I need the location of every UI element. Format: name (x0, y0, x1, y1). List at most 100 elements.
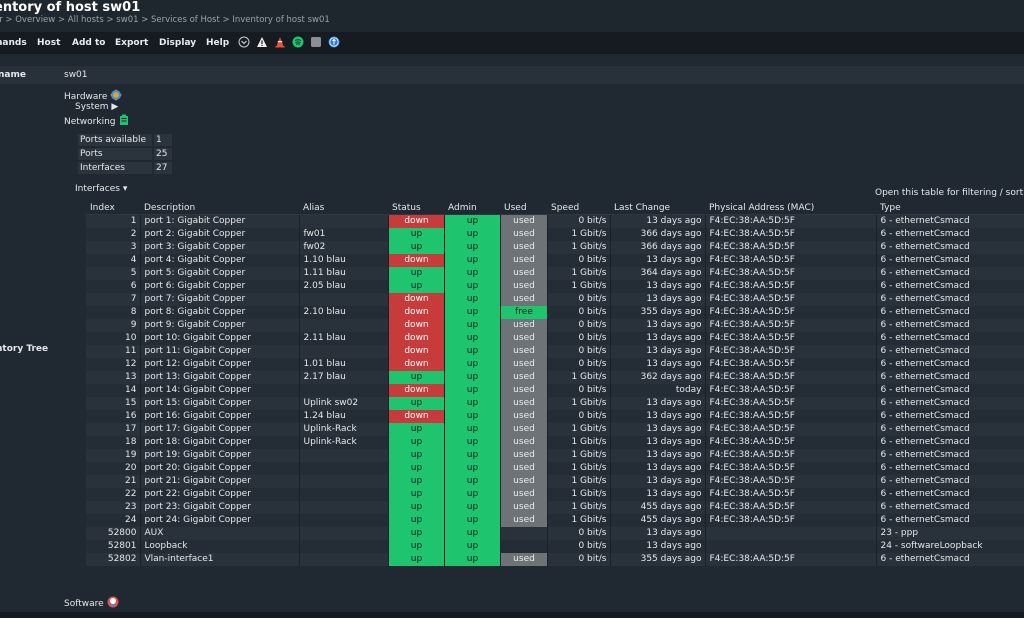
iface-used: used (500, 332, 548, 345)
table-row[interactable]: 18 port 18: Gigabit Copper Uplink-Rack up up… (86, 436, 1024, 449)
warning-icon[interactable] (256, 36, 268, 48)
iface-speed: 0 bit/s (547, 306, 611, 319)
iface-index: 2 (86, 228, 141, 241)
table-row[interactable]: 24 port 24: Gigabit Copper up up used 1 Gbit/… (86, 514, 1024, 527)
iface-speed: 1 Gbit/s (547, 462, 611, 475)
iface-alias (299, 553, 389, 566)
tree-node-hardware[interactable]: Hardware (64, 89, 122, 102)
iface-last-change: 13 days ago (610, 254, 706, 267)
iface-alias (299, 345, 389, 358)
iface-admin: up (444, 384, 501, 397)
iface-type: 6 - ethernetCsmacd (876, 436, 1024, 449)
iface-mac: F4:EC:38:AA:5D:5F (705, 462, 877, 475)
col-description[interactable]: Description (140, 201, 299, 215)
col-type[interactable]: Type (876, 201, 1024, 215)
iface-alias: 2.05 blau (299, 280, 389, 293)
tree-node-system[interactable]: System ▶ (75, 102, 119, 112)
menu-export[interactable]: Export (115, 38, 149, 48)
iface-index: 21 (86, 475, 141, 488)
iface-index: 20 (86, 462, 141, 475)
col-status[interactable]: Status (388, 201, 444, 215)
col-last-change[interactable]: Last Change (610, 201, 705, 215)
menu-help[interactable]: Help (206, 38, 230, 48)
menu-add-to[interactable]: Add to (72, 38, 106, 48)
tree-node-networking[interactable]: Networking (64, 114, 130, 127)
col-index[interactable]: Index (86, 201, 140, 215)
table-row[interactable]: 52800 AUX up up 0 bit/s 13 days ago 23 - ppp (86, 527, 1024, 540)
iface-speed: 1 Gbit/s (547, 371, 611, 384)
iface-index: 16 (86, 410, 141, 423)
iface-description: port 3: Gigabit Copper (140, 241, 300, 254)
iface-index: 3 (86, 241, 141, 254)
filter-table-link[interactable]: Open this table for filtering / sorting (875, 188, 1024, 198)
table-row[interactable]: 15 port 15: Gigabit Copper Uplink sw02 up up… (86, 397, 1024, 410)
col-alias[interactable]: Alias (299, 201, 388, 215)
iface-type: 6 - ethernetCsmacd (876, 332, 1024, 345)
table-row[interactable]: 6 port 6: Gigabit Copper 2.05 blau up up used… (86, 280, 1024, 293)
table-row[interactable]: 1 port 1: Gigabit Copper down up used 0 bit/s… (86, 214, 1024, 228)
iface-admin: up (444, 358, 501, 371)
networking-label: Networking (64, 117, 116, 127)
iface-used: used (500, 371, 548, 384)
traffic-cone-icon[interactable] (274, 36, 286, 48)
table-row[interactable]: 3 port 3: Gigabit Copper fw02 up up used 1 Gbi… (86, 241, 1024, 254)
table-row[interactable]: 5 port 5: Gigabit Copper 1.11 blau up up used… (86, 267, 1024, 280)
table-row[interactable]: 2 port 2: Gigabit Copper fw01 up up used 1 Gbi… (86, 228, 1024, 241)
iface-mac: F4:EC:38:AA:5D:5F (705, 553, 877, 566)
menu-display[interactable]: Display (159, 38, 197, 48)
table-row[interactable]: 4 port 4: Gigabit Copper 1.10 blau down up us… (86, 254, 1024, 267)
stop-icon[interactable] (310, 36, 322, 48)
table-row[interactable]: 9 port 9: Gigabit Copper down up used 0 bit/s… (86, 319, 1024, 332)
iface-description: port 16: Gigabit Copper (140, 410, 300, 423)
tree-node-software[interactable]: Software (64, 596, 119, 609)
table-row[interactable]: 8 port 8: Gigabit Copper 2.10 blau down up fr… (86, 306, 1024, 319)
iface-last-change: 13 days ago (610, 358, 706, 371)
iface-status: up (388, 527, 445, 540)
table-row[interactable]: 17 port 17: Gigabit Copper Uplink-Rack up up… (86, 423, 1024, 436)
tree-node-interfaces[interactable]: Interfaces ▾ (75, 184, 128, 194)
table-row[interactable]: 52802 Vlan-interface1 up up used 0 bit/s 355 d… (86, 553, 1024, 566)
iface-mac: F4:EC:38:AA:5D:5F (705, 241, 877, 254)
iface-admin: up (444, 293, 501, 306)
col-mac[interactable]: Physical Address (MAC) (705, 201, 876, 215)
table-row[interactable]: 7 port 7: Gigabit Copper down up used 0 bit/s… (86, 293, 1024, 306)
interfaces-count-value: 27 (154, 162, 172, 174)
table-row[interactable]: 16 port 16: Gigabit Copper 1.24 blau down up… (86, 410, 1024, 423)
table-row[interactable]: 52801 Loopback up up 0 bit/s 13 days ago 24 - … (86, 540, 1024, 553)
table-row[interactable]: 11 port 11: Gigabit Copper down up used 0 bit… (86, 345, 1024, 358)
table-row[interactable]: 19 port 19: Gigabit Copper up up used 1 Gbit/… (86, 449, 1024, 462)
iface-status: down (388, 254, 445, 267)
broadcast-icon[interactable] (292, 36, 304, 48)
iface-admin: up (444, 241, 501, 254)
iface-used: used (500, 397, 548, 410)
iface-alias (299, 319, 389, 332)
iface-speed: 1 Gbit/s (547, 423, 611, 436)
breadcrumb[interactable]: or > Overview > All hosts > sw01 > Servi… (0, 15, 330, 25)
table-row[interactable]: 10 port 10: Gigabit Copper 2.11 blau down up… (86, 332, 1024, 345)
chevron-down-circle-icon[interactable] (238, 36, 250, 48)
table-row[interactable]: 12 port 12: Gigabit Copper 1.01 blau down up… (86, 358, 1024, 371)
table-row[interactable]: 22 port 22: Gigabit Copper up up used 1 Gbit/… (86, 488, 1024, 501)
iface-mac: F4:EC:38:AA:5D:5F (705, 423, 877, 436)
menu-host[interactable]: Host (37, 38, 61, 48)
col-speed[interactable]: Speed (547, 201, 610, 215)
iface-description: port 13: Gigabit Copper (140, 371, 300, 384)
page-title: entory of host sw01 (0, 0, 141, 15)
iface-description: port 5: Gigabit Copper (140, 267, 300, 280)
table-row[interactable]: 14 port 14: Gigabit Copper down up used 0 bit… (86, 384, 1024, 397)
table-row[interactable]: 23 port 23: Gigabit Copper up up used 1 Gbit/… (86, 501, 1024, 514)
table-row[interactable]: 20 port 20: Gigabit Copper up up used 1 Gbit/… (86, 462, 1024, 475)
iface-index: 52801 (86, 540, 141, 553)
table-row[interactable]: 13 port 13: Gigabit Copper 2.17 blau up up us… (86, 371, 1024, 384)
col-used[interactable]: Used (500, 201, 547, 215)
table-row[interactable]: 21 port 21: Gigabit Copper up up used 1 Gbit/… (86, 475, 1024, 488)
iface-mac: F4:EC:38:AA:5D:5F (705, 267, 877, 280)
iface-index: 11 (86, 345, 141, 358)
col-admin[interactable]: Admin (444, 201, 500, 215)
menu-commands[interactable]: nands (0, 38, 27, 48)
iface-index: 4 (86, 254, 141, 267)
iface-alias: 1.10 blau (299, 254, 389, 267)
iface-admin: up (444, 423, 501, 436)
info-icon[interactable] (328, 36, 340, 48)
hardware-label: Hardware (64, 92, 108, 102)
